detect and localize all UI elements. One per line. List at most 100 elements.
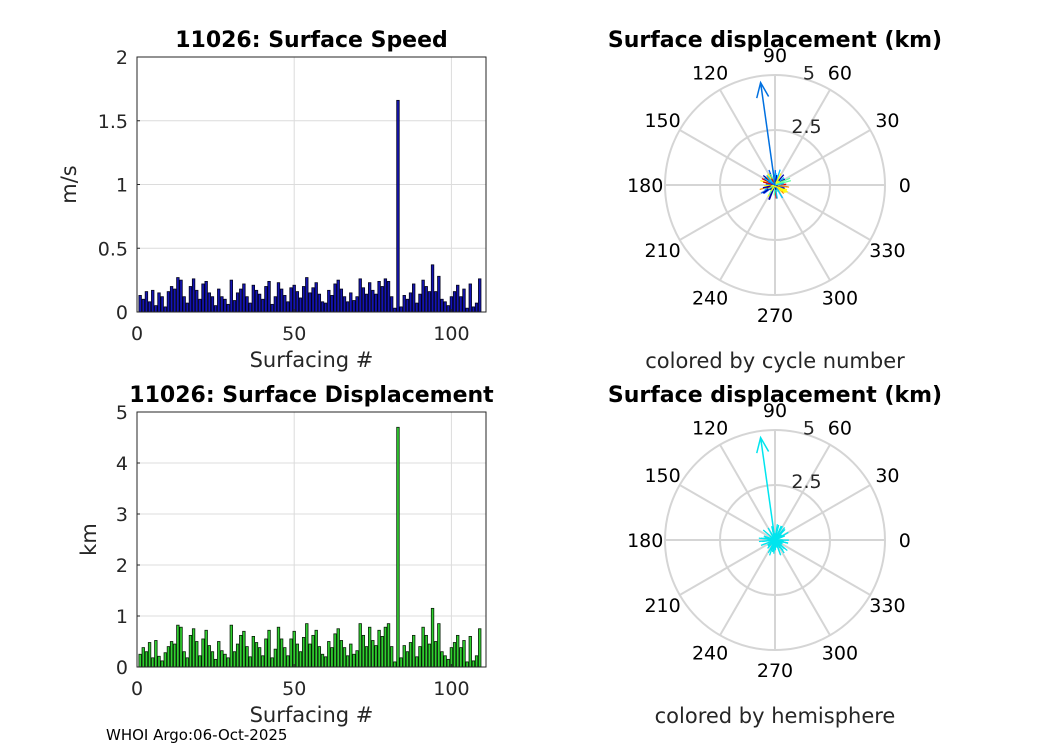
bar (421, 279, 425, 313)
bar (311, 287, 315, 313)
bar (226, 657, 230, 668)
bar (355, 650, 359, 668)
bar (396, 426, 400, 668)
bar (163, 652, 167, 668)
angle-label: 180 (627, 530, 663, 552)
arrow-head (756, 435, 770, 454)
angle-label: 150 (644, 110, 680, 132)
bar (251, 284, 255, 313)
x-tick-label: 0 (131, 323, 143, 345)
angle-label: 330 (869, 240, 905, 262)
chart-title: 11026: Surface Displacement (129, 383, 494, 408)
bar (355, 296, 359, 313)
bar (210, 651, 215, 668)
bar (323, 302, 328, 313)
bar (380, 636, 384, 668)
bar (179, 626, 183, 668)
displacement-vector (774, 539, 781, 547)
angle-label: 150 (644, 465, 680, 487)
angle-label: 210 (644, 240, 680, 262)
bar (383, 278, 388, 313)
bar (154, 640, 158, 668)
bar (358, 278, 362, 313)
bar (276, 626, 281, 668)
polar-spoke (774, 539, 871, 596)
angle-label: 210 (644, 595, 680, 617)
bar (430, 607, 435, 668)
bar (270, 657, 274, 668)
bar (415, 302, 419, 313)
y-tick-label: 0 (116, 302, 128, 324)
bar (289, 287, 293, 313)
bar (251, 636, 255, 668)
bar (220, 296, 224, 313)
bar (169, 286, 174, 313)
bar (204, 629, 208, 668)
bar (459, 647, 463, 668)
bar (141, 298, 145, 313)
bar (314, 629, 318, 668)
bar (176, 277, 180, 313)
y-tick-label: 1 (116, 606, 128, 628)
bar (270, 303, 274, 313)
bar (173, 643, 177, 668)
bar (267, 280, 271, 313)
bar (342, 647, 347, 668)
bar (390, 296, 394, 313)
bar (144, 291, 149, 313)
bar (456, 634, 460, 668)
bar (405, 298, 410, 313)
y-axis-label: km (77, 523, 101, 556)
bar (261, 655, 265, 668)
bar (352, 300, 356, 313)
bar (349, 643, 353, 668)
polar-spoke (774, 129, 871, 186)
displacement-vector (758, 537, 776, 541)
bar (301, 637, 306, 668)
displacement-vector (774, 535, 786, 541)
polar-spoke (679, 129, 776, 186)
bar (386, 280, 391, 313)
bar (283, 295, 287, 313)
bar (412, 283, 416, 313)
bar (352, 653, 356, 668)
y-tick-label: 0 (116, 657, 128, 679)
bar (311, 634, 315, 668)
bar (166, 291, 171, 313)
bar (305, 623, 309, 668)
bar (386, 623, 391, 668)
bar (393, 661, 397, 668)
bar (198, 655, 202, 668)
bar (327, 641, 331, 668)
bar (434, 641, 438, 668)
bar (226, 303, 230, 313)
bar (361, 634, 366, 668)
bar (261, 298, 265, 313)
bar (201, 638, 205, 668)
bar (465, 661, 469, 668)
angle-label: 30 (875, 465, 899, 487)
polar-spoke (774, 89, 831, 186)
bar (257, 647, 262, 668)
bar (245, 296, 249, 313)
bar (434, 291, 438, 313)
bar (443, 655, 447, 668)
bar (147, 642, 152, 668)
polar-spoke (774, 184, 831, 281)
y-tick-label: 5 (116, 402, 128, 424)
main-displacement-vector (759, 82, 776, 186)
y-axis-label: m/s (57, 165, 81, 203)
bar (317, 646, 322, 668)
bar (402, 295, 406, 313)
bar (478, 278, 482, 313)
bar (330, 647, 334, 668)
bar (368, 626, 372, 668)
bar (182, 296, 186, 313)
bar (182, 651, 186, 668)
bar (201, 283, 205, 313)
bar (279, 638, 284, 668)
bar (245, 646, 249, 668)
bar (264, 286, 268, 313)
angle-label: 60 (828, 418, 852, 440)
bar (374, 293, 378, 313)
